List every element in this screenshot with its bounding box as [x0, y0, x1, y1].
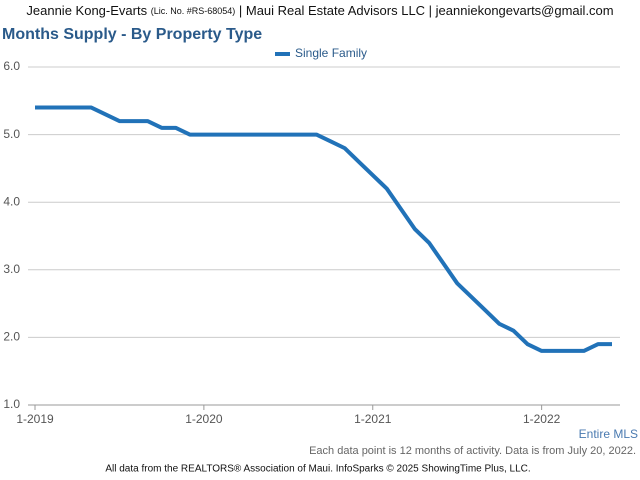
- note: Each data point is 12 months of activity…: [309, 445, 636, 457]
- y-tick-label: 1.0: [3, 397, 20, 411]
- footer: All data from the REALTORS® Association …: [105, 464, 530, 475]
- chart-title: Months Supply - By Property Type: [2, 26, 262, 43]
- annotation: Entire MLS: [579, 427, 638, 441]
- x-tick-label: 1-2021: [354, 412, 392, 426]
- y-tick-label: 6.0: [3, 59, 20, 73]
- header: Jeannie Kong-Evarts (Lic. No. #RS-68054)…: [26, 3, 613, 18]
- series-line: [35, 105, 612, 353]
- y-tick-label: 3.0: [3, 262, 20, 276]
- x-tick-label: 1-2019: [16, 412, 54, 426]
- legend-label: Single Family: [295, 46, 367, 60]
- header-license: (Lic. No. #RS-68054): [151, 6, 236, 16]
- y-tick-label: 4.0: [3, 194, 20, 208]
- x-tick-label: 1-2022: [523, 412, 561, 426]
- header-name: Jeannie Kong-Evarts: [26, 3, 147, 18]
- header-rest: | Maui Real Estate Advisors LLC | jeanni…: [239, 3, 614, 18]
- x-tick-label: 1-2020: [185, 412, 223, 426]
- y-tick-label: 2.0: [3, 330, 20, 344]
- y-tick-label: 5.0: [3, 127, 20, 141]
